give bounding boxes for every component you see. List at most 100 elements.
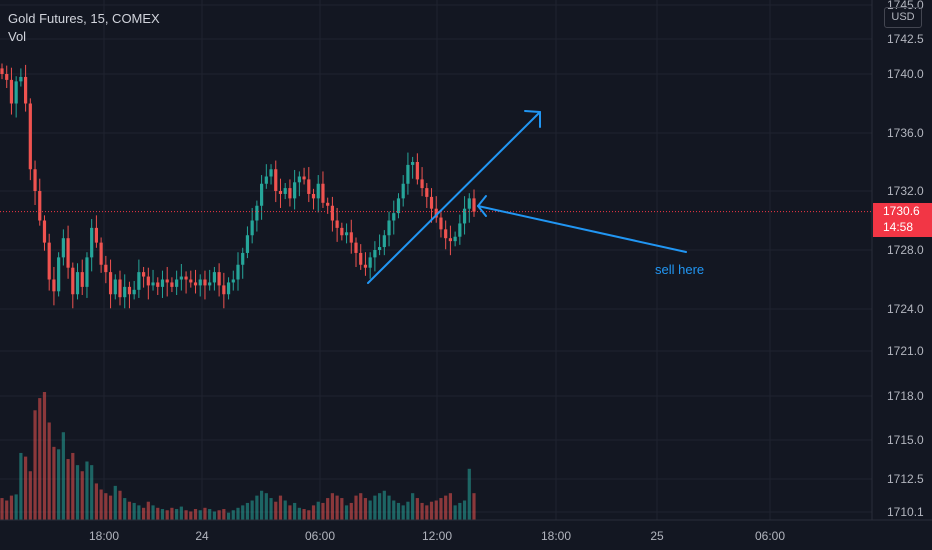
volume-bar — [80, 471, 84, 520]
candle-body — [425, 188, 429, 197]
candle-body — [283, 188, 287, 194]
last-price-badge: 1730.6 14:58 — [873, 203, 932, 237]
volume-bar — [260, 490, 264, 520]
volume-bar — [396, 502, 401, 520]
volume-bar — [151, 505, 155, 520]
candle-body — [90, 227, 94, 258]
candle-body — [448, 238, 452, 242]
time-axis[interactable]: 18:00 24 06:00 12:00 18:00 25 06:00 — [89, 529, 785, 543]
sell-arrow[interactable] — [477, 205, 687, 253]
candle-body — [472, 198, 476, 212]
volume-bar — [90, 465, 94, 520]
volume-bar — [245, 502, 250, 520]
sell-arrow-head — [477, 195, 487, 217]
candle-body — [203, 279, 207, 286]
volume-bar — [146, 501, 150, 520]
candle-body — [359, 252, 363, 265]
volume-bar — [434, 500, 438, 520]
candle-body — [222, 285, 226, 295]
volume-bar — [330, 493, 334, 520]
volume-bar — [354, 495, 358, 520]
volume-bar — [33, 410, 37, 520]
candle-body — [335, 220, 339, 228]
candle-body — [217, 272, 221, 286]
candle-body — [462, 208, 467, 224]
volume-bar — [344, 505, 349, 520]
candle-body — [420, 179, 424, 189]
volume-label[interactable]: Vol — [8, 29, 27, 44]
volume-bar — [189, 511, 193, 520]
volume-bar — [307, 510, 311, 520]
volume-bar — [278, 495, 283, 520]
up-trend-arrow[interactable] — [367, 111, 541, 284]
trend-drawings[interactable] — [367, 110, 687, 284]
volume-bar — [66, 459, 70, 520]
volume-bar — [411, 493, 415, 520]
time-tick-label: 25 — [650, 529, 664, 543]
volume-bar — [283, 500, 287, 520]
candle-body — [146, 276, 150, 286]
volume-bar — [231, 510, 235, 520]
candle-body — [151, 282, 155, 286]
volume-bars — [0, 392, 476, 520]
currency-label[interactable]: USD — [884, 7, 922, 28]
volume-bar — [156, 507, 160, 520]
candle-body — [28, 103, 32, 170]
volume-bar — [203, 507, 207, 520]
price-tick-label: 1710.1 — [887, 505, 924, 519]
candle-body — [57, 257, 61, 292]
candle-body — [9, 79, 14, 104]
candle-body — [434, 208, 438, 218]
volume-bar — [198, 510, 202, 520]
candle-body — [302, 176, 306, 180]
candle-body — [396, 198, 401, 214]
volume-bar — [175, 509, 179, 520]
volume-bar — [382, 490, 386, 520]
candle-body — [340, 227, 344, 236]
volume-bar — [269, 498, 273, 520]
volume-bar — [19, 452, 23, 520]
volume-bar — [236, 507, 240, 520]
candle-body — [33, 169, 37, 191]
candle-body — [297, 176, 301, 183]
candle-body — [349, 232, 353, 243]
price-tick-label: 1712.5 — [887, 472, 924, 486]
candle-body — [326, 202, 330, 206]
candle-body — [127, 286, 132, 295]
volume-bar — [38, 398, 42, 520]
candle-body — [208, 282, 212, 286]
candle-body — [269, 169, 273, 177]
price-axis[interactable]: 1745.0 1742.5 1740.0 1736.0 1732.0 1728.0 1724… — [887, 0, 924, 519]
volume-bar — [5, 500, 9, 520]
candle-body — [0, 68, 4, 74]
sell-here-note[interactable]: sell here — [655, 262, 705, 277]
volume-bar — [85, 461, 89, 520]
candle-body — [61, 238, 65, 258]
volume-bar — [217, 510, 221, 520]
volume-bar — [142, 507, 146, 520]
volume-bar — [462, 500, 467, 520]
volume-bar — [137, 505, 141, 520]
volume-bar — [108, 495, 113, 520]
price-tick-label: 1718.0 — [887, 389, 924, 403]
volume-bar — [165, 510, 169, 520]
price-tick-label: 1728.0 — [887, 243, 924, 257]
candle-body — [453, 236, 457, 242]
candle-body — [245, 235, 250, 253]
volume-bar — [392, 500, 396, 520]
volume-bar — [123, 498, 127, 520]
volume-bar — [467, 468, 471, 520]
volume-bar — [193, 509, 198, 520]
candle-body — [274, 169, 278, 191]
candle-body — [160, 279, 165, 287]
volume-bar — [378, 493, 382, 520]
candle-body — [378, 247, 382, 250]
candle-body — [439, 217, 443, 230]
candle-body — [307, 179, 311, 194]
candle-body — [132, 289, 136, 295]
volume-bar — [118, 490, 122, 520]
candle-body — [137, 272, 141, 290]
candle-body — [24, 76, 28, 104]
symbol-title[interactable]: Gold Futures, 15, COMEX — [8, 11, 160, 26]
